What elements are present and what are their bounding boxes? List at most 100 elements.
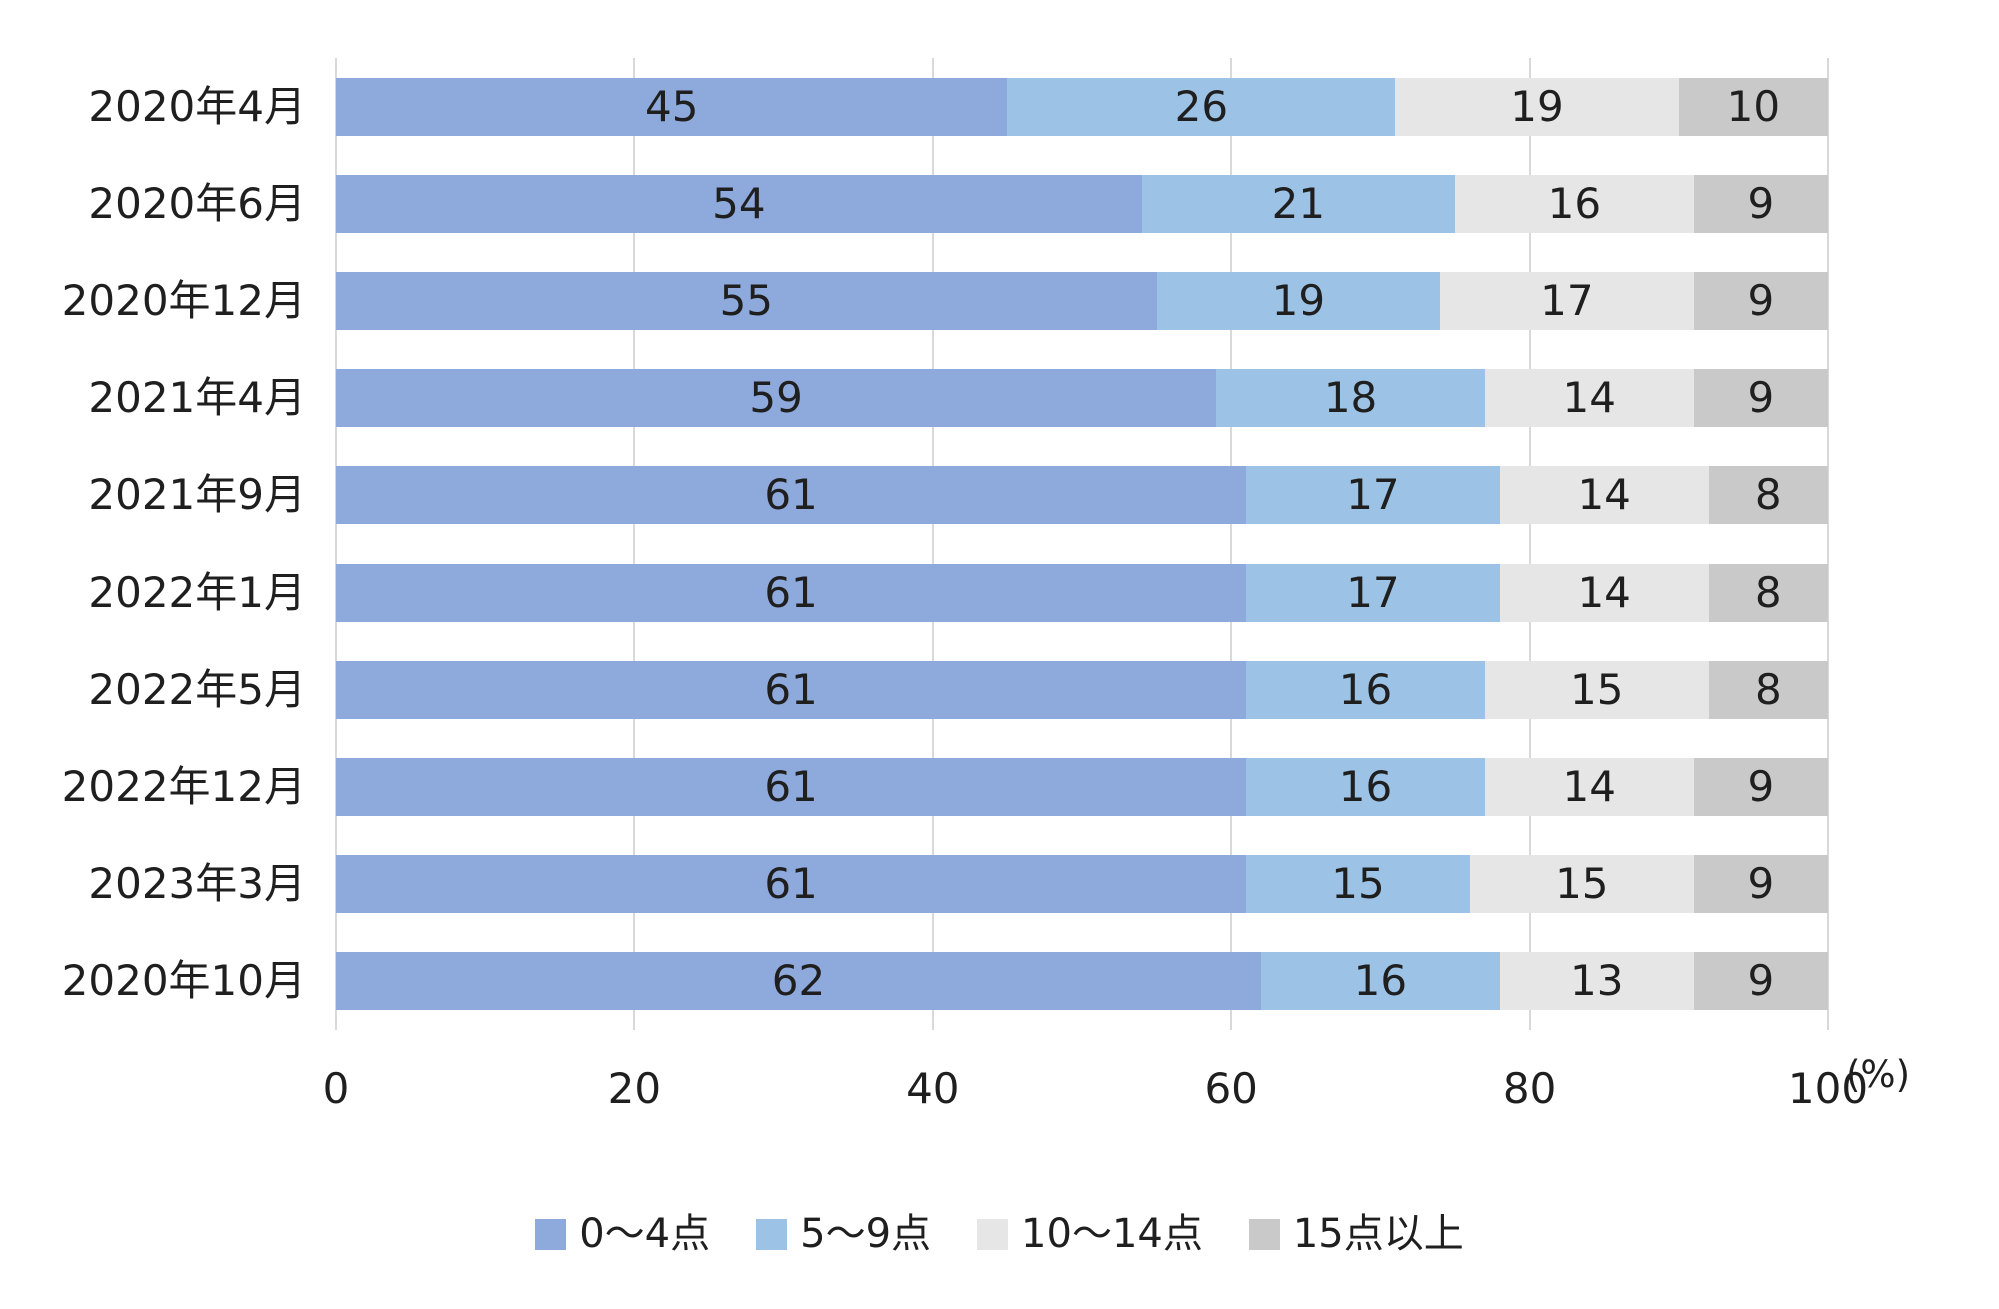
value-label: 9 [1747, 956, 1775, 1006]
bar-segment-0〜4点: 61 [336, 660, 1247, 719]
legend-label: 10〜14点 [1021, 1211, 1203, 1257]
legend-item: 15点以上 [1248, 1211, 1464, 1257]
bar-segment-15点以上: 10 [1678, 77, 1828, 136]
category-label: 2023年3月 [88, 859, 306, 909]
x-axis-unit-label: (%) [1846, 1053, 1911, 1096]
bar-segment-10〜14点: 14 [1484, 369, 1694, 428]
value-label: 19 [1510, 81, 1564, 131]
value-label: 9 [1747, 859, 1775, 909]
value-label: 62 [771, 956, 826, 1006]
legend-swatch-icon [977, 1218, 1009, 1250]
value-label: 15 [1331, 859, 1385, 909]
legend-swatch-icon [535, 1218, 567, 1250]
bar-segment-10〜14点: 17 [1440, 272, 1694, 330]
value-label: 10 [1726, 81, 1781, 131]
bar-segment-5〜9点: 21 [1141, 174, 1455, 233]
category-label: 2022年1月 [88, 567, 306, 617]
value-label: 55 [719, 276, 774, 325]
value-label: 14 [1562, 373, 1616, 423]
bar-segment-0〜4点: 62 [336, 952, 1262, 1011]
bar-segment-5〜9点: 16 [1246, 758, 1485, 816]
value-label: 8 [1754, 567, 1782, 617]
x-tick-label: 0 [322, 1064, 350, 1113]
gridline [1230, 58, 1233, 1030]
category-label: 2020年4月 [88, 81, 306, 131]
bar-segment-15点以上: 9 [1693, 369, 1828, 428]
bar-segment-10〜14点: 13 [1499, 952, 1694, 1011]
bar-segment-15点以上: 8 [1708, 563, 1828, 622]
value-label: 45 [644, 81, 699, 131]
value-label: 19 [1271, 276, 1326, 325]
x-tick-label: 40 [906, 1064, 960, 1113]
value-label: 61 [764, 762, 818, 811]
category-label: 2022年5月 [88, 664, 306, 714]
x-tick-label: 60 [1204, 1064, 1258, 1113]
bar-segment-10〜14点: 15 [1469, 855, 1694, 914]
value-label: 26 [1174, 81, 1229, 131]
bar-segment-10〜14点: 14 [1499, 563, 1709, 622]
value-label: 18 [1323, 373, 1378, 423]
legend-item: 10〜14点 [977, 1214, 1203, 1254]
bar-row: 61 16 14 9 [336, 758, 1828, 816]
bar-segment-15点以上: 9 [1693, 952, 1828, 1011]
value-label: 16 [1547, 178, 1602, 228]
category-label: 2020年10月 [61, 956, 306, 1006]
bar-segment-5〜9点: 19 [1156, 272, 1441, 330]
bar-segment-10〜14点: 19 [1395, 77, 1679, 136]
bar-segment-15点以上: 8 [1708, 660, 1828, 719]
x-tick-label: 80 [1502, 1064, 1557, 1113]
bar-segment-15点以上: 9 [1693, 855, 1828, 914]
bar-segment-0〜4点: 55 [336, 272, 1157, 330]
legend: 0〜4点 5〜9点 10〜14点 15点以上 [0, 1214, 1999, 1254]
bar-segment-5〜9点: 17 [1246, 563, 1500, 622]
legend-item: 5〜9点 [756, 1214, 931, 1254]
bar-segment-0〜4点: 61 [336, 758, 1247, 816]
bar-segment-5〜9点: 26 [1007, 77, 1396, 136]
category-label: 2022年12月 [61, 762, 306, 811]
bar-segment-0〜4点: 45 [336, 77, 1008, 136]
category-label: 2020年6月 [88, 178, 306, 228]
x-tick-label: 20 [607, 1064, 662, 1113]
bar-segment-0〜4点: 59 [336, 369, 1217, 428]
value-label: 21 [1271, 178, 1326, 228]
value-label: 9 [1747, 373, 1775, 423]
value-label: 17 [1346, 567, 1400, 617]
bar-segment-5〜9点: 16 [1246, 660, 1485, 719]
value-label: 61 [764, 567, 818, 617]
plot-area: 45 26 19 10 54 21 16 9 55 19 17 9 59 18 14 9 61 17 14 8 61 17… [335, 58, 1829, 1030]
bar-segment-15点以上: 9 [1693, 758, 1828, 816]
bar-row: 59 18 14 9 [336, 369, 1828, 428]
bar-segment-0〜4点: 54 [336, 174, 1142, 233]
value-label: 61 [764, 664, 818, 714]
bar-row: 62 16 13 9 [336, 952, 1828, 1011]
legend-label: 15点以上 [1292, 1211, 1464, 1257]
bar-segment-15点以上: 9 [1693, 174, 1828, 233]
value-label: 13 [1570, 956, 1624, 1006]
value-label: 8 [1754, 470, 1782, 520]
value-label: 15 [1570, 664, 1624, 714]
bar-row: 45 26 19 10 [336, 77, 1828, 136]
bar-segment-0〜4点: 61 [336, 563, 1247, 622]
gridline [633, 58, 636, 1030]
bar-segment-5〜9点: 15 [1246, 855, 1470, 914]
value-label: 9 [1747, 276, 1775, 325]
bar-segment-5〜9点: 17 [1246, 466, 1500, 525]
value-label: 14 [1562, 762, 1616, 811]
value-label: 16 [1353, 956, 1408, 1006]
legend-swatch-icon [756, 1218, 788, 1250]
legend-swatch-icon [1248, 1218, 1280, 1250]
bar-segment-15点以上: 9 [1693, 272, 1828, 330]
bar-segment-10〜14点: 15 [1484, 660, 1709, 719]
value-label: 14 [1577, 567, 1631, 617]
bar-row: 61 16 15 8 [336, 660, 1828, 719]
category-label: 2021年4月 [88, 373, 306, 423]
bar-segment-0〜4点: 61 [336, 855, 1247, 914]
value-label: 17 [1346, 470, 1400, 520]
bar-segment-5〜9点: 18 [1216, 369, 1485, 428]
gridline [1528, 58, 1531, 1030]
gridline [1827, 58, 1829, 1030]
bar-segment-10〜14点: 14 [1484, 758, 1694, 816]
value-label: 16 [1338, 762, 1393, 811]
bar-segment-15点以上: 8 [1708, 466, 1828, 525]
bar-row: 54 21 16 9 [336, 174, 1828, 233]
